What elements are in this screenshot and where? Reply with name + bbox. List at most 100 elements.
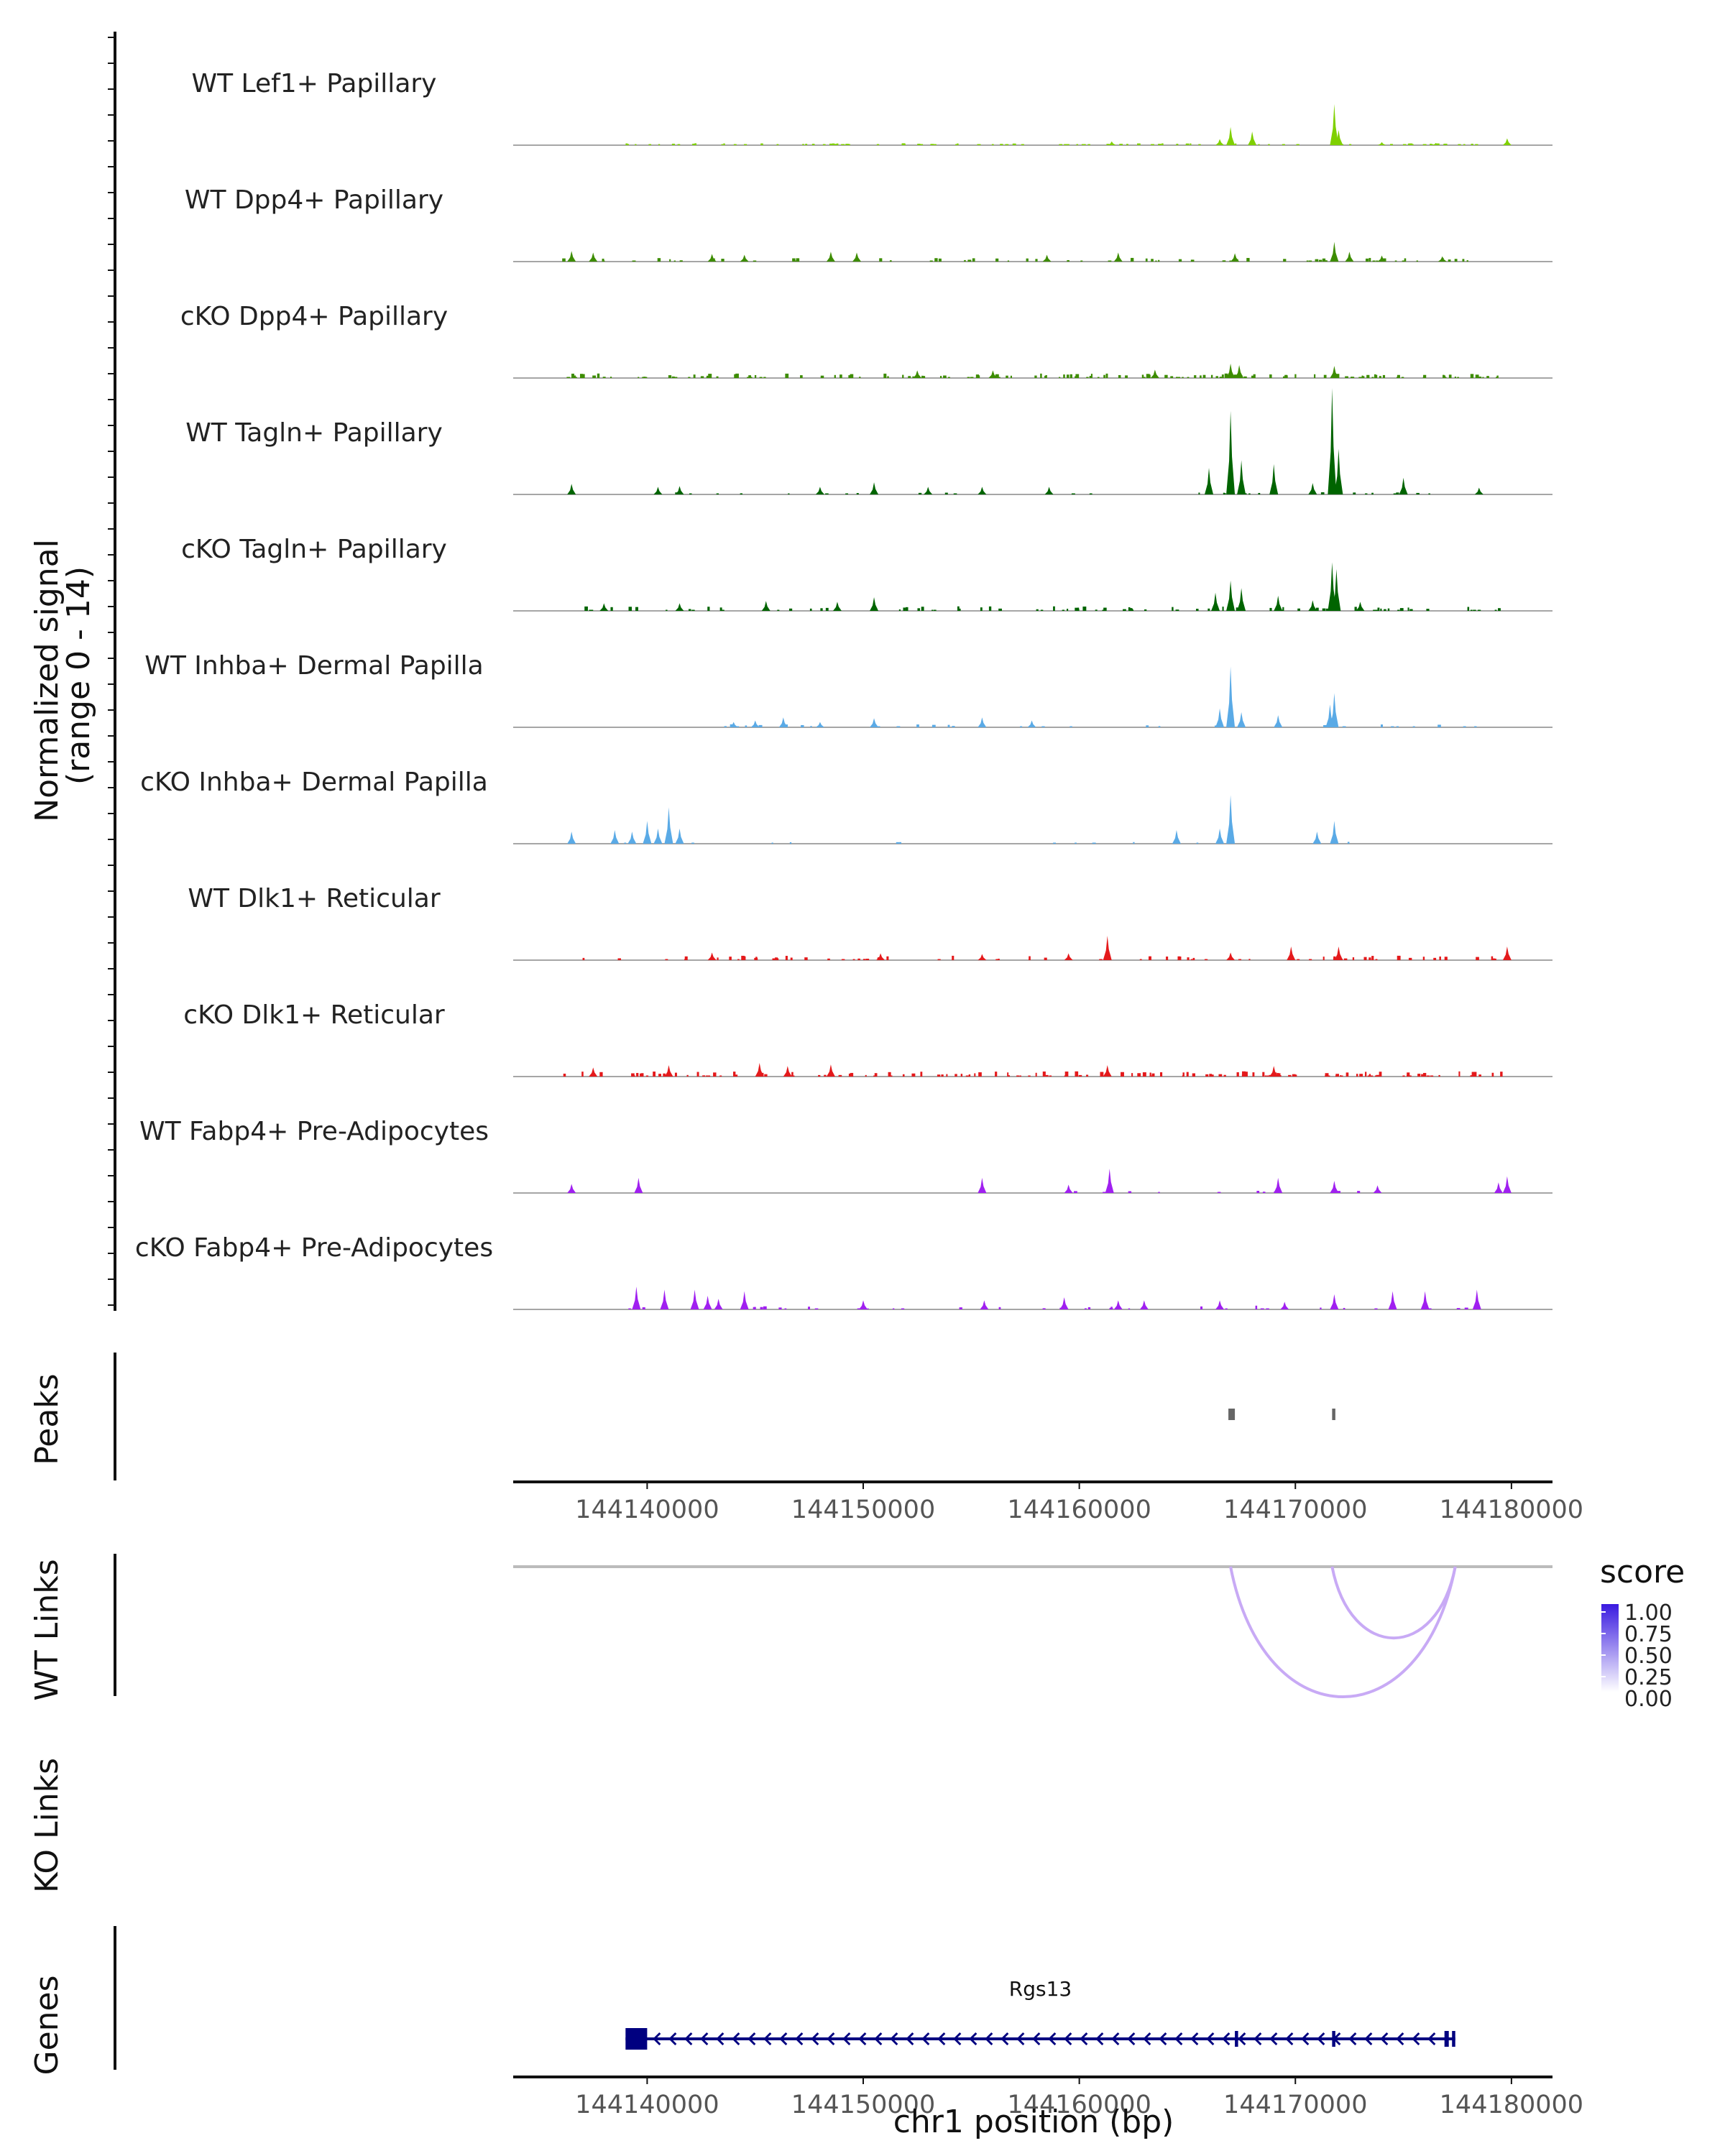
coverage-peak	[1377, 255, 1386, 262]
coverage-bar	[1457, 377, 1459, 378]
coverage-bar	[873, 1075, 876, 1077]
coverage-bar	[721, 144, 723, 145]
coverage-bar	[1427, 1075, 1430, 1077]
coverage-bar	[960, 1074, 963, 1077]
coverage-bar	[967, 259, 972, 262]
coverage-bar	[814, 1308, 819, 1309]
coverage-bar	[1387, 608, 1390, 611]
coverage-bar	[1256, 1190, 1260, 1193]
gene-name: Rgs13	[1009, 1977, 1072, 2001]
coverage-bar	[1219, 377, 1223, 378]
coverage-bar	[1141, 374, 1144, 378]
coverage-bar	[1448, 374, 1452, 378]
coverage-bar	[804, 957, 808, 960]
coverage-bar	[1297, 959, 1300, 960]
coverage-bar	[1320, 1307, 1322, 1309]
coverage-bar	[836, 143, 839, 145]
coverage-bar	[1436, 143, 1440, 145]
coverage-peak	[832, 602, 842, 611]
coverage-bar	[1333, 956, 1336, 960]
coverage-bar	[744, 144, 748, 145]
coverage-peak	[826, 252, 835, 262]
coverage-peak	[1237, 460, 1246, 494]
coverage-bar	[1371, 492, 1374, 494]
coverage-peak	[1226, 410, 1236, 494]
coverage-bar	[1026, 258, 1029, 262]
coverage-peak	[1345, 252, 1354, 262]
track-4: cKO Tagln+ Papillary	[181, 535, 1552, 612]
coverage-bar	[901, 1308, 905, 1309]
coverage-bar	[688, 377, 691, 378]
coverage-bar	[566, 377, 570, 378]
coverage-bar	[810, 726, 812, 727]
strand-arrow	[1159, 2032, 1167, 2046]
coverage-bar	[1473, 609, 1476, 611]
track-label: WT Fabp4+ Pre-Adipocytes	[139, 1117, 489, 1146]
coverage-bar	[1365, 493, 1368, 494]
coverage-bar	[1361, 375, 1363, 378]
coverage-bar	[1242, 1071, 1246, 1077]
coverage-bar	[1411, 144, 1414, 145]
coverage-peak	[1226, 363, 1236, 378]
x-axis-bottom: 144140000 144150000 144160000 144170000 1441…	[513, 2076, 1583, 2119]
coverage-bar	[862, 959, 865, 960]
coverage-bar	[995, 258, 999, 262]
coverage-bar	[1336, 374, 1340, 378]
coverage-peak	[1113, 1300, 1123, 1309]
coverage-peak	[1226, 795, 1236, 844]
coverage-bar	[1097, 377, 1100, 378]
coverage-bar	[1205, 1074, 1209, 1077]
coverage-bar	[589, 609, 592, 611]
strand-arrow	[1016, 2032, 1025, 2046]
strand-arrow	[1064, 2032, 1072, 2046]
coverage-bar	[946, 1074, 948, 1077]
coverage-bar	[1053, 606, 1055, 611]
coverage-peak	[1274, 595, 1283, 611]
coverage-bar	[1454, 259, 1458, 262]
coverage-bar	[717, 957, 719, 960]
coverage-bar	[1401, 377, 1404, 378]
coverage-bar	[1053, 842, 1057, 844]
coverage-bar	[1082, 144, 1086, 145]
strand-arrow	[779, 2032, 788, 2046]
strand-arrow	[1174, 2032, 1183, 2046]
gene-track: Rgs13	[625, 1977, 1455, 2050]
coverage-bar	[1380, 724, 1383, 727]
coverage-bar	[876, 144, 880, 145]
coverage-bar	[648, 144, 652, 145]
coverage-bar	[893, 1308, 895, 1309]
coverage-peak	[1330, 103, 1339, 145]
coverage-peak	[1044, 487, 1054, 494]
coverage-bar	[790, 957, 793, 960]
coverage-bar	[847, 144, 850, 145]
coverage-bar	[841, 959, 845, 960]
coverage-bar	[729, 957, 732, 960]
coverage-bar	[785, 956, 788, 960]
coverage-bar	[1375, 374, 1378, 378]
strand-arrow	[653, 2032, 661, 2046]
coverage-bar	[1262, 1192, 1266, 1193]
coverage-bar	[1349, 144, 1352, 145]
coverage-bar	[1376, 1074, 1379, 1077]
coverage-bar	[708, 1075, 711, 1077]
strand-arrow	[763, 2032, 772, 2046]
coverage-peak	[1064, 1184, 1073, 1193]
strand-arrow	[1080, 2032, 1088, 2046]
coverage-peak	[1226, 666, 1236, 727]
coverage-bar	[891, 1075, 893, 1077]
coverage-bar	[972, 258, 975, 262]
coverage-peak	[870, 482, 879, 494]
coverage-bar	[1198, 144, 1201, 145]
coverage-peak	[1334, 129, 1343, 145]
legend-tick-label: 0.50	[1624, 1644, 1673, 1669]
coverage-bar	[852, 959, 855, 960]
coverage-bar	[801, 724, 804, 727]
genes-axis-label: Genes	[29, 1975, 65, 2075]
coverage-bar	[693, 374, 696, 378]
coverage-bar	[1143, 377, 1146, 378]
coverage-bar	[995, 374, 999, 378]
coverage-bar	[1335, 1075, 1338, 1077]
coverage-peak	[755, 1062, 764, 1077]
link-arc	[1229, 1566, 1457, 1698]
coverage-bar	[1070, 726, 1072, 727]
